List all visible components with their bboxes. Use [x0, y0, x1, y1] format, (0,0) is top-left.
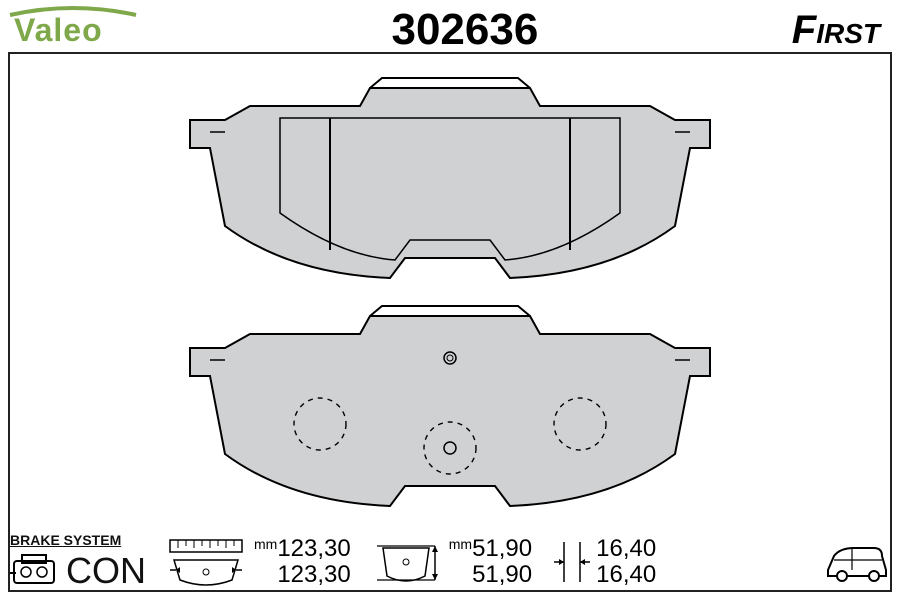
thickness-top: 16,40 [596, 536, 656, 562]
thickness-bottom: 16,40 [596, 562, 656, 588]
brake-system-label: BRAKE SYSTEM [10, 532, 121, 548]
height-block: mm 51,90 51,90 [371, 536, 532, 589]
height-unit: mm [449, 536, 472, 552]
height-top: 51,90 [472, 536, 532, 562]
width-icon [166, 536, 246, 588]
thickness-block: 16,40 16,40 [552, 536, 656, 589]
width-block: mm 123,30 123,30 [166, 536, 351, 589]
brake-system-block: BRAKE SYSTEM CON [10, 532, 146, 592]
part-number: 302636 [138, 5, 792, 55]
brake-pad-svg [12, 56, 888, 528]
width-top: 123,30 [277, 536, 350, 562]
width-bottom: 123,30 [277, 562, 350, 588]
valeo-logo: Valeo [8, 5, 138, 56]
width-unit: mm [254, 536, 277, 552]
svg-text:Valeo: Valeo [14, 12, 103, 47]
first-logo: FIRST [792, 8, 892, 53]
spec-row: BRAKE SYSTEM CON [10, 534, 890, 590]
car-icon [824, 542, 890, 582]
thickness-icon [552, 536, 592, 588]
brake-pad-diagram [12, 56, 888, 528]
height-bottom: 51,90 [472, 562, 532, 588]
caliper-icon [10, 553, 58, 589]
header-bar: Valeo 302636 FIRST [8, 8, 892, 52]
height-icon [371, 536, 441, 588]
brake-system-value: CON [66, 550, 146, 592]
